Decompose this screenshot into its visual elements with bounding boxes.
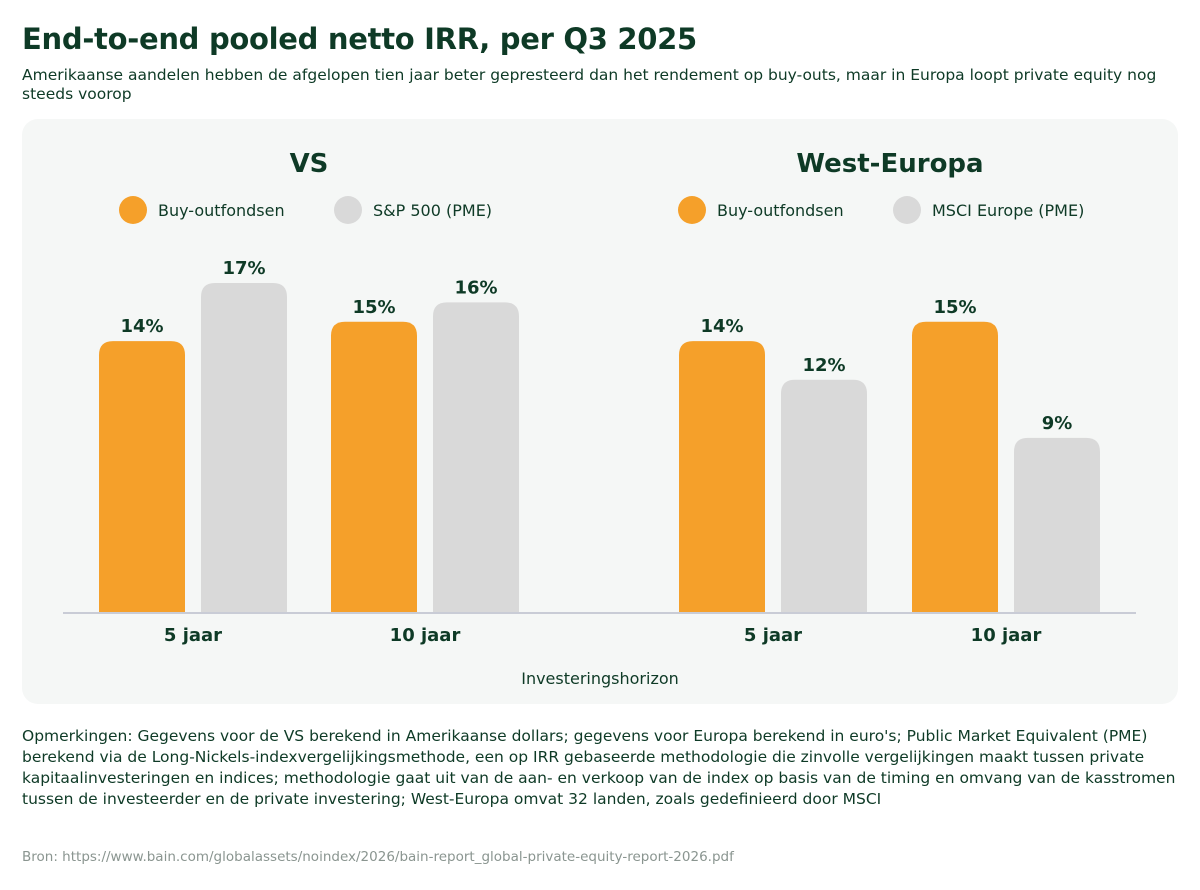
chart-title: End-to-end pooled netto IRR, per Q3 2025 [22, 22, 697, 56]
x-axis-title: Investeringshorizon [521, 669, 679, 688]
source: Bron: https://www.bain.com/globalassets/… [22, 849, 734, 865]
data-label: 16% [454, 277, 497, 298]
data-label: 12% [802, 355, 845, 376]
legend-swatch [678, 196, 706, 224]
legend-swatch [119, 196, 147, 224]
bar [331, 321, 417, 612]
legend-label: Buy-outfondsen [717, 201, 844, 220]
x-tick-label: 10 jaar [971, 625, 1042, 646]
data-label: 14% [700, 316, 743, 337]
panel-title: VS [290, 149, 329, 179]
legend-swatch [334, 196, 362, 224]
panel-title: West-Europa [796, 149, 983, 179]
data-label: 14% [120, 316, 163, 337]
data-label: 17% [222, 258, 265, 279]
x-tick-label: 10 jaar [390, 625, 461, 646]
bar [679, 341, 765, 612]
legend-swatch [893, 196, 921, 224]
bar [912, 321, 998, 612]
bar [1014, 437, 1100, 612]
bar [433, 302, 519, 612]
x-tick-label: 5 jaar [744, 625, 802, 646]
bar [781, 379, 867, 612]
legend-label: MSCI Europe (PME) [932, 201, 1084, 220]
legend-label: S&P 500 (PME) [373, 201, 492, 220]
chart-subtitle: Amerikaanse aandelen hebben de afgelopen… [22, 66, 1157, 103]
data-label: 9% [1042, 413, 1073, 434]
bar [99, 341, 185, 612]
x-tick-label: 5 jaar [164, 625, 222, 646]
legend-label: Buy-outfondsen [158, 201, 285, 220]
data-label: 15% [352, 297, 395, 318]
bar [201, 283, 287, 612]
data-label: 15% [933, 297, 976, 318]
notes: Opmerkingen: Gegevens voor de VS bereken… [22, 727, 1176, 808]
